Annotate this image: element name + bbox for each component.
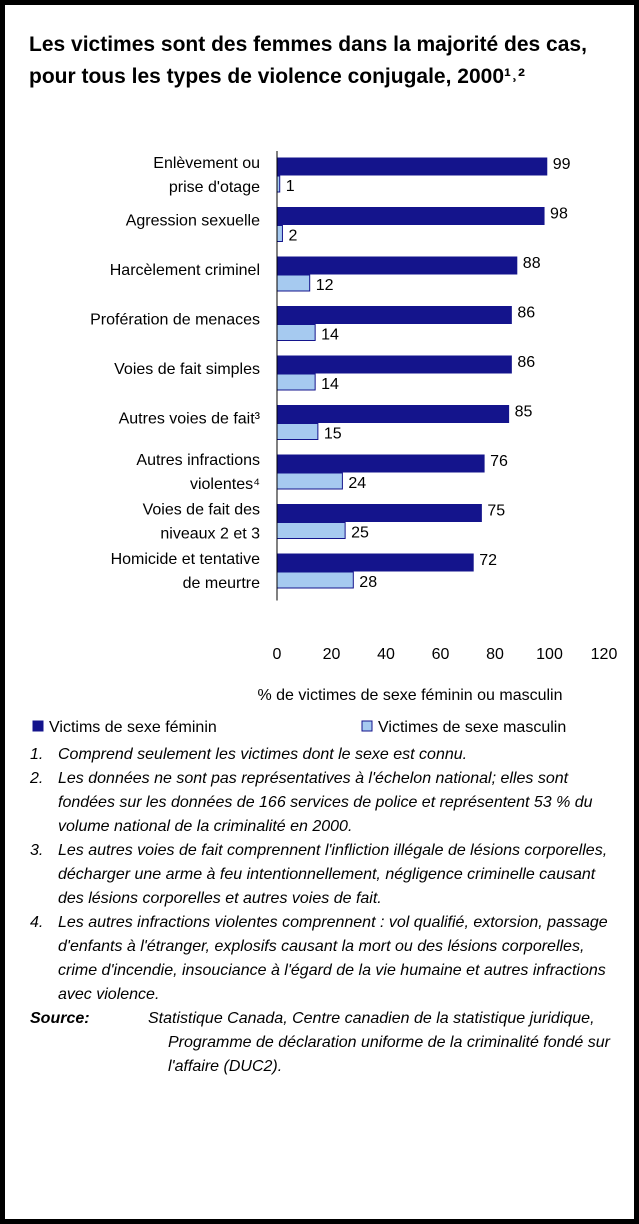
footnote-text: Les autres infractions violentes compren…	[58, 914, 608, 1003]
x-tick-label: 100	[536, 646, 563, 663]
footnote: 2. Les données ne sont pas représentative…	[30, 767, 620, 839]
category-label: Profération de menaces	[90, 312, 260, 329]
value-label: 14	[321, 327, 339, 344]
bar	[276, 256, 518, 275]
category-label: Voies de fait simples	[114, 361, 260, 378]
value-label: 28	[359, 574, 377, 591]
chart-title: Les victimes sont des femmes dans la maj…	[29, 33, 587, 88]
footnote-number: 4.	[30, 914, 44, 931]
footnote-number: 3.	[30, 842, 44, 859]
value-label: 2	[288, 228, 297, 245]
category-label-line: Homicide et tentative	[111, 551, 261, 568]
legend-swatch	[361, 720, 373, 732]
bar	[276, 504, 482, 522]
category-label: Autres infractions violentes⁴	[136, 452, 260, 493]
value-label: 76	[490, 453, 508, 470]
x-tick-label: 0	[273, 646, 282, 663]
value-label: 98	[550, 206, 568, 223]
bar	[276, 522, 346, 539]
value-label: 14	[321, 376, 339, 393]
footnote-number: 2.	[30, 770, 44, 787]
category-label-line: Autres voies de fait³	[119, 411, 261, 428]
category-label-line: prise d'otage	[169, 179, 260, 196]
footnote: 1. Comprend seulement les victimes dont l…	[30, 743, 620, 767]
bar	[276, 225, 283, 242]
bar	[276, 324, 316, 341]
category-label: Agression sexuelle	[126, 213, 260, 230]
category-label-line: Harcèlement criminel	[110, 262, 260, 279]
value-label: 85	[515, 404, 533, 421]
footnote-text: Les autres voies de fait comprennent l'i…	[58, 842, 608, 907]
category-label-line: Agression sexuelle	[126, 213, 260, 230]
category-label: Autres voies de fait³	[119, 411, 261, 428]
bar	[276, 373, 316, 391]
x-tick-label: 40	[377, 646, 395, 663]
category-label-line: Autres infractions	[136, 452, 260, 469]
footnote-text: Les données ne sont pas représentatives …	[58, 770, 593, 835]
value-label: 99	[553, 156, 571, 173]
x-tick-label: 80	[486, 646, 504, 663]
category-label: Harcèlement criminel	[110, 262, 260, 279]
value-label: 25	[351, 525, 369, 542]
chart: Enlèvement ou prise d'otage Agression sexu…	[32, 151, 618, 736]
bar	[276, 405, 510, 423]
x-tick-label: 20	[323, 646, 341, 663]
value-label: 24	[348, 475, 366, 492]
source-text: Statistique Canada, Centre canadien de l…	[148, 1010, 610, 1075]
source-label: Source:	[30, 1010, 90, 1027]
category-label: Enlèvement ou prise d'otage	[153, 155, 260, 196]
x-axis-label: % de victimes de sexe féminin ou masculi…	[257, 687, 562, 704]
value-label: 88	[523, 255, 541, 272]
bar	[276, 306, 512, 324]
bar	[276, 571, 354, 589]
category-label-line: niveaux 2 et 3	[160, 526, 260, 543]
bar	[276, 423, 319, 440]
category-label-line: de meurtre	[183, 575, 260, 592]
value-label: 15	[324, 426, 342, 443]
legend-label: Victims de sexe féminin	[49, 719, 217, 736]
category-label: Voies de fait des niveaux 2 et 3	[143, 502, 261, 543]
source: Source: Statistique Canada, Centre canadi…	[30, 1007, 620, 1079]
value-label: 72	[479, 552, 497, 569]
bar	[276, 454, 485, 473]
bar	[276, 207, 545, 225]
x-tick-label: 60	[432, 646, 450, 663]
bar	[276, 553, 474, 572]
footnote-text: Comprend seulement les victimes dont le …	[58, 746, 468, 763]
footnote: 3. Les autres voies de fait comprennent l…	[30, 839, 620, 911]
footnote-number: 1.	[30, 746, 44, 763]
legend-swatch	[32, 720, 44, 732]
category-label-line: Profération de menaces	[90, 312, 260, 329]
category-label: Homicide et tentative de meurtre	[111, 551, 261, 592]
category-label-line: Voies de fait des	[143, 502, 260, 519]
category-label-line: Enlèvement ou	[153, 155, 260, 172]
legend-label: Victimes de sexe masculin	[378, 719, 566, 736]
value-label: 75	[487, 503, 505, 520]
footnote: 4. Les autres infractions violentes compr…	[30, 911, 620, 1007]
bar	[276, 157, 548, 176]
x-tick-label: 120	[591, 646, 618, 663]
value-label: 86	[517, 354, 535, 371]
bar	[276, 472, 343, 490]
bar	[276, 355, 512, 374]
value-label: 1	[286, 178, 295, 195]
footnotes: 1. Comprend seulement les victimes dont l…	[30, 743, 620, 1079]
category-label-line: violentes⁴	[190, 476, 260, 493]
value-label: 86	[517, 305, 535, 322]
category-label-line: Voies de fait simples	[114, 361, 260, 378]
value-label: 12	[316, 277, 334, 294]
bar	[276, 274, 311, 292]
